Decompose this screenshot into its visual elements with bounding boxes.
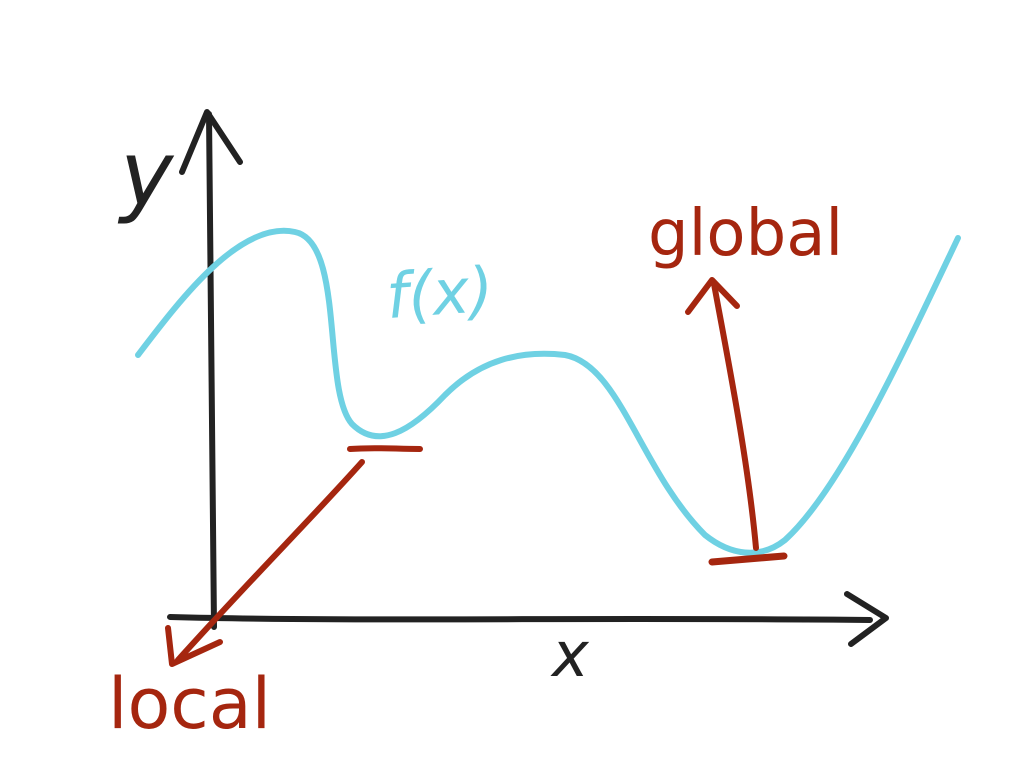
x-axis-arrowhead <box>844 591 889 647</box>
function-curve <box>135 227 961 556</box>
y-axis-arrowhead <box>179 109 243 175</box>
global-minimum-annotation <box>685 277 788 566</box>
y-axis <box>179 109 243 630</box>
x-axis-label: x <box>550 618 590 691</box>
global-arrowhead <box>685 277 740 315</box>
global-label: global <box>648 197 843 271</box>
x-axis-line <box>167 614 873 623</box>
global-minimum-marker <box>708 552 788 566</box>
local-arrow-line <box>175 459 365 663</box>
local-label: local <box>108 663 271 745</box>
local-minimum-annotation <box>165 445 423 667</box>
global-arrow-line <box>711 281 759 551</box>
curve-label: f(x) <box>384 253 496 333</box>
local-arrowhead <box>165 625 223 667</box>
local-minimum-marker <box>347 445 423 452</box>
y-axis-label: y <box>117 122 175 227</box>
x-axis <box>167 591 889 647</box>
y-axis-line <box>206 111 217 630</box>
